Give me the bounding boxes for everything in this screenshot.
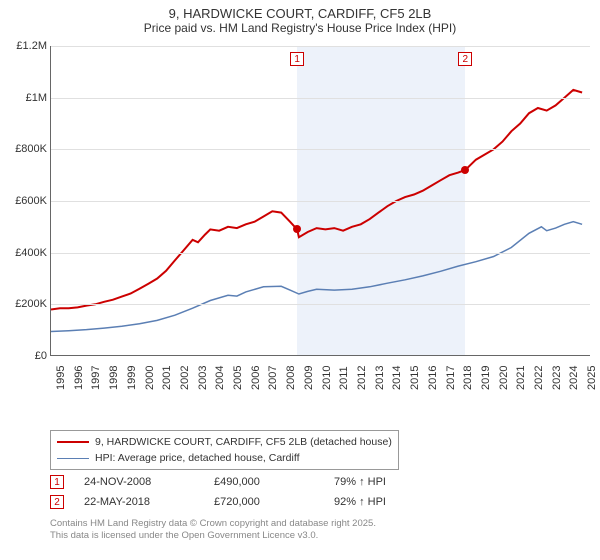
x-tick-label: 1999 (126, 366, 138, 390)
x-tick-label: 2021 (515, 366, 527, 390)
sale-pct: 79% ↑ HPI (334, 476, 444, 488)
x-tick-label: 2013 (374, 366, 386, 390)
x-tick-label: 2012 (356, 366, 368, 390)
x-tick-label: 2022 (533, 366, 545, 390)
gridline (51, 98, 590, 99)
legend: 9, HARDWICKE COURT, CARDIFF, CF5 2LB (de… (50, 430, 399, 470)
legend-label: HPI: Average price, detached house, Card… (95, 452, 300, 464)
x-tick-label: 2009 (303, 366, 315, 390)
y-tick-label: £600K (3, 195, 47, 207)
x-tick-label: 2014 (391, 366, 403, 390)
sale-date: 24-NOV-2008 (84, 476, 214, 488)
sale-index-box: 1 (50, 475, 64, 489)
gridline (51, 253, 590, 254)
sale-index-marker: 2 (458, 52, 472, 66)
chart-area: £0£200K£400K£600K£800K£1M£1.2M1995199619… (50, 46, 590, 391)
x-tick-label: 2010 (321, 366, 333, 390)
gridline (51, 46, 590, 47)
x-tick-label: 2003 (197, 366, 209, 390)
x-tick-label: 2006 (250, 366, 262, 390)
x-tick-label: 2008 (285, 366, 297, 390)
footer-line: This data is licensed under the Open Gov… (50, 530, 376, 542)
sale-price: £490,000 (214, 476, 334, 488)
title-block: 9, HARDWICKE COURT, CARDIFF, CF5 2LB Pri… (0, 0, 600, 37)
x-tick-label: 2004 (214, 366, 226, 390)
x-tick-label: 1995 (55, 366, 67, 390)
sale-marker-dot (461, 166, 469, 174)
sales-table: 1 24-NOV-2008 £490,000 79% ↑ HPI 2 22-MA… (50, 472, 444, 512)
y-tick-label: £0 (3, 350, 47, 362)
sales-row: 2 22-MAY-2018 £720,000 92% ↑ HPI (50, 492, 444, 512)
y-tick-label: £1M (3, 92, 47, 104)
sale-index-box: 2 (50, 495, 64, 509)
sale-price: £720,000 (214, 496, 334, 508)
legend-item-property: 9, HARDWICKE COURT, CARDIFF, CF5 2LB (de… (57, 434, 392, 450)
x-tick-label: 1998 (108, 366, 120, 390)
legend-swatch (57, 441, 89, 443)
x-tick-label: 2002 (179, 366, 191, 390)
footer-line: Contains HM Land Registry data © Crown c… (50, 518, 376, 530)
x-tick-label: 2001 (161, 366, 173, 390)
title-sub: Price paid vs. HM Land Registry's House … (0, 21, 600, 35)
title-main: 9, HARDWICKE COURT, CARDIFF, CF5 2LB (0, 6, 600, 21)
x-tick-label: 2023 (551, 366, 563, 390)
sale-date: 22-MAY-2018 (84, 496, 214, 508)
sales-row: 1 24-NOV-2008 £490,000 79% ↑ HPI (50, 472, 444, 492)
x-tick-label: 2000 (144, 366, 156, 390)
y-tick-label: £1.2M (3, 40, 47, 52)
legend-label: 9, HARDWICKE COURT, CARDIFF, CF5 2LB (de… (95, 436, 392, 448)
sale-marker-dot (293, 225, 301, 233)
x-tick-label: 2005 (232, 366, 244, 390)
y-tick-label: £400K (3, 247, 47, 259)
x-tick-label: 1996 (73, 366, 85, 390)
chart-container: 9, HARDWICKE COURT, CARDIFF, CF5 2LB Pri… (0, 0, 600, 560)
y-tick-label: £800K (3, 143, 47, 155)
gridline (51, 149, 590, 150)
plot-area: £0£200K£400K£600K£800K£1M£1.2M1995199619… (50, 46, 590, 356)
legend-item-hpi: HPI: Average price, detached house, Card… (57, 450, 392, 466)
x-tick-label: 2024 (568, 366, 580, 390)
series-hpi (51, 222, 582, 332)
x-tick-label: 2017 (445, 366, 457, 390)
x-tick-label: 2018 (462, 366, 474, 390)
x-tick-label: 2011 (338, 366, 350, 390)
y-tick-label: £200K (3, 298, 47, 310)
x-tick-label: 2019 (480, 366, 492, 390)
gridline (51, 201, 590, 202)
x-tick-label: 2007 (267, 366, 279, 390)
legend-swatch (57, 458, 89, 459)
x-tick-label: 1997 (90, 366, 102, 390)
footer: Contains HM Land Registry data © Crown c… (50, 518, 376, 543)
sale-pct: 92% ↑ HPI (334, 496, 444, 508)
series-property (51, 90, 582, 310)
sale-index-marker: 1 (290, 52, 304, 66)
x-tick-label: 2015 (409, 366, 421, 390)
gridline (51, 304, 590, 305)
x-tick-label: 2025 (586, 366, 598, 390)
x-tick-label: 2016 (427, 366, 439, 390)
x-tick-label: 2020 (498, 366, 510, 390)
